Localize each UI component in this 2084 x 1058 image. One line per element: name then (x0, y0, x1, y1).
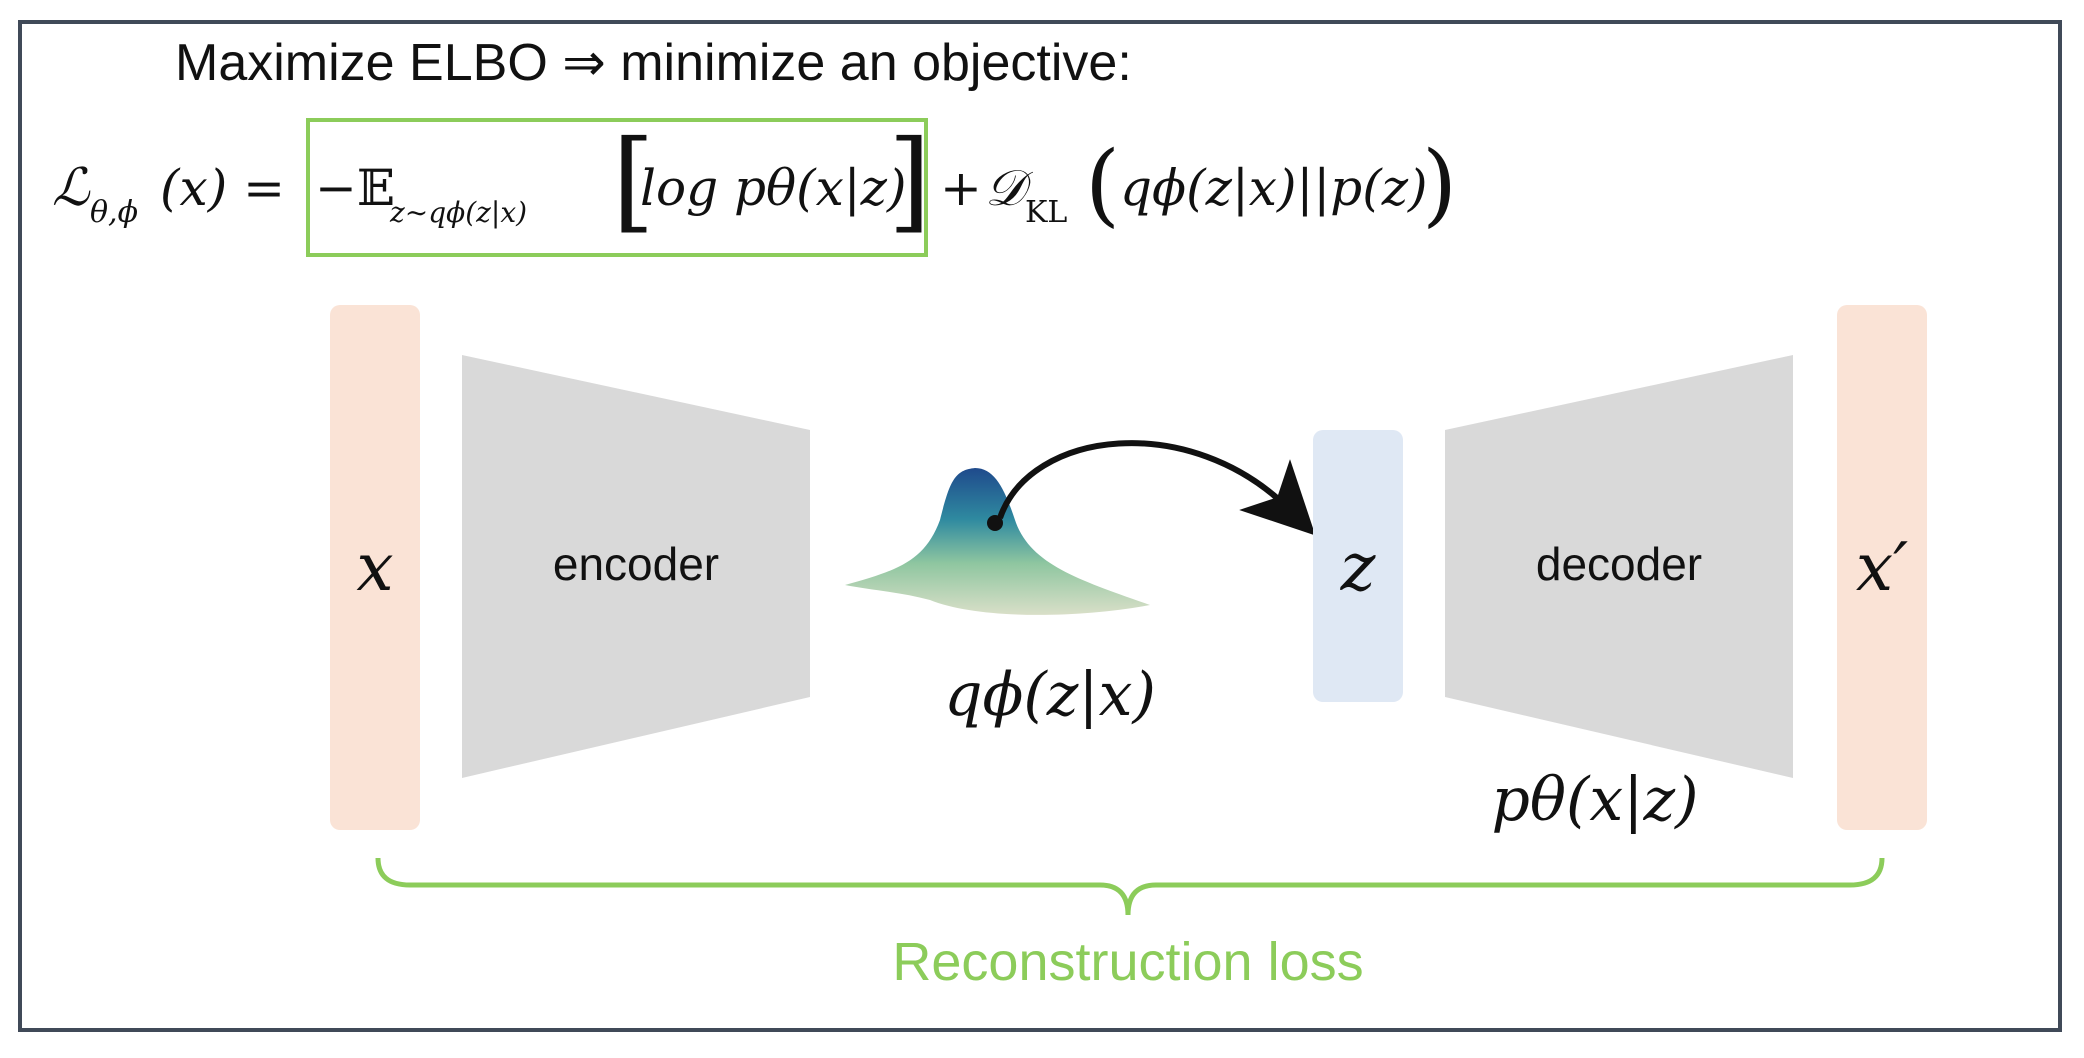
latent-block (1313, 430, 1403, 702)
loss-symbol: ℒ (52, 158, 91, 218)
sample-point (987, 515, 1003, 531)
output-block (1837, 305, 1927, 830)
expectation-subscript: z∼qϕ(z|x) (389, 196, 527, 229)
decoder-label: decoder (1536, 538, 1702, 590)
kl-subscript: KL (1025, 195, 1067, 230)
encoder-block (462, 355, 810, 778)
likelihood-label: pθ(x|z) (1491, 765, 1698, 835)
log-likelihood-term: log pθ(x|z) (640, 159, 907, 217)
right-bracket: ] (888, 116, 931, 244)
loss-argument: (x) = (160, 159, 285, 217)
sampling-arrow (997, 440, 1316, 536)
plus-sign: + (940, 159, 982, 217)
input-block (330, 305, 420, 830)
loss-subscript: θ,ϕ (90, 195, 138, 230)
reconstruction-term-box (306, 118, 928, 257)
decoder-block (1445, 355, 1793, 778)
kl-left-paren: ( (1085, 132, 1120, 237)
left-bracket: [ (612, 116, 655, 244)
input-label: x (356, 529, 393, 606)
reconstruction-brace (375, 857, 1885, 916)
reconstruction-loss-label: Reconstruction loss (892, 932, 1363, 992)
posterior-distribution-surface (845, 468, 1150, 615)
posterior-label: qϕ(z|x) (944, 660, 1156, 730)
latent-label: z (1340, 529, 1377, 606)
expectation-symbol: −𝔼 (315, 159, 395, 217)
objective-equation: ℒ θ,ϕ (x) = −𝔼 z∼qϕ(z|x) [ log pθ(x|z) ]… (52, 116, 1457, 257)
page-title: Maximize ELBO ⇒ minimize an objective: (175, 34, 1132, 92)
kl-term: qϕ(z|x)||p(z) (1120, 159, 1428, 217)
encoder-label: encoder (553, 538, 719, 590)
kl-right-paren: ) (1422, 132, 1457, 237)
output-label: x′ (1856, 529, 1908, 606)
